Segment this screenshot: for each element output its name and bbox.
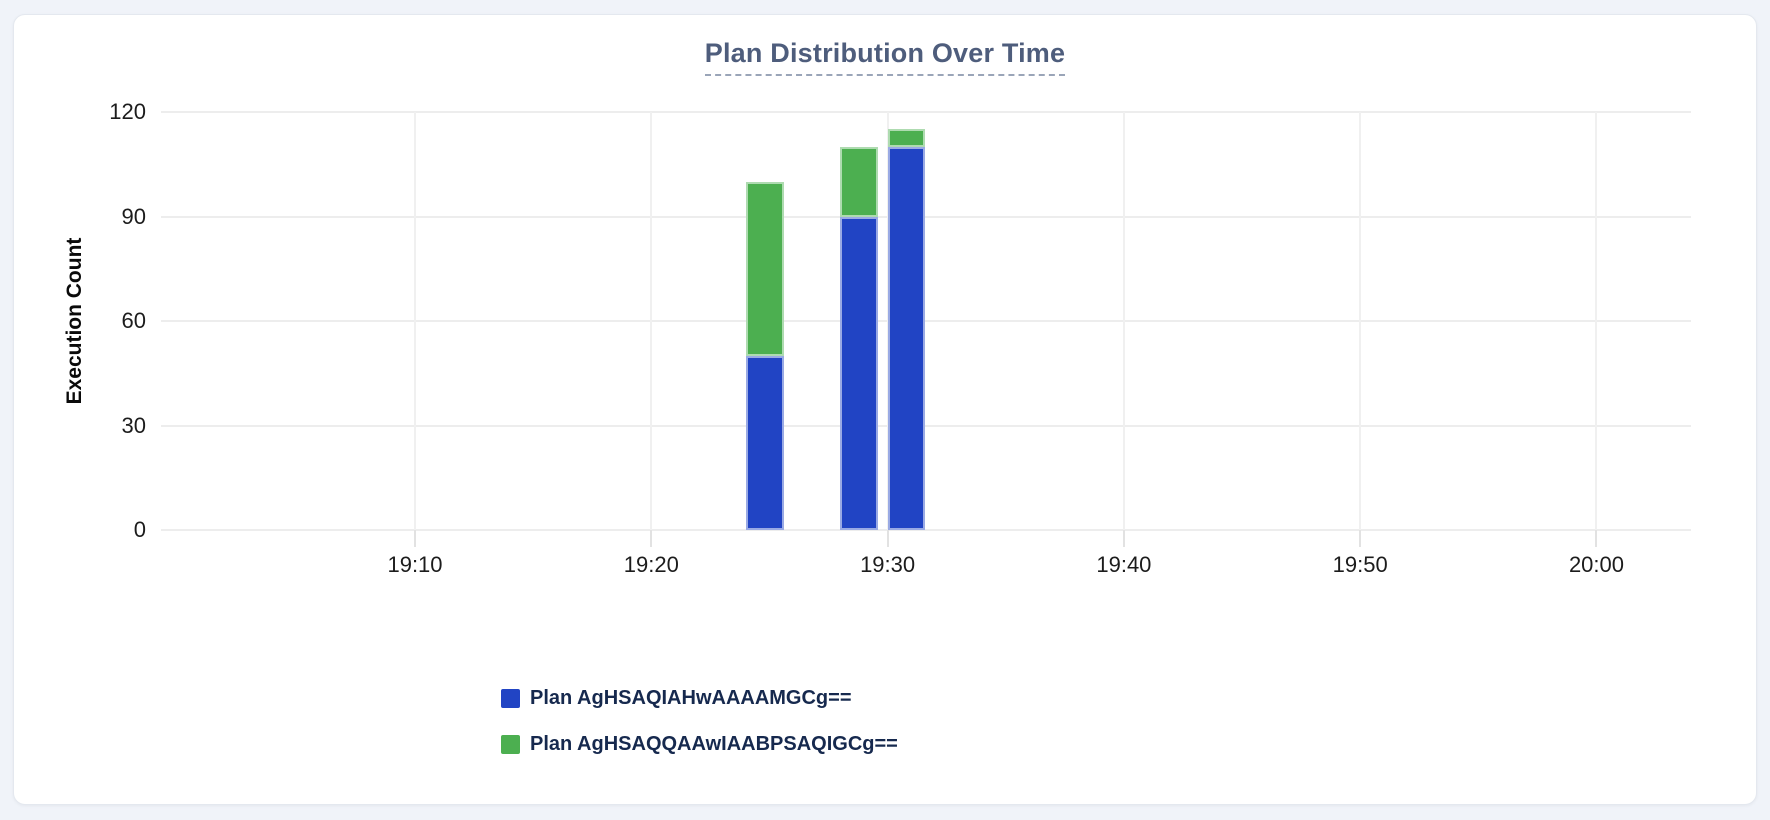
x-tick-label: 19:20: [623, 552, 679, 577]
x-tick-mark: [650, 530, 653, 547]
y-gridline: [161, 529, 1691, 531]
x-tick-label: 19:30: [860, 552, 916, 577]
bar-segment[interactable]: [745, 181, 784, 356]
legend-item[interactable]: Plan AgHSAQIAHwAAAAMGCg==: [501, 685, 898, 711]
legend-label: Plan AgHSAQQAAwIAABPSAQIGCg==: [530, 732, 898, 755]
legend-label: Plan AgHSAQIAHwAAAAMGCg==: [530, 686, 852, 709]
legend-swatch: [501, 688, 520, 708]
x-tick-label: 19:50: [1332, 552, 1388, 577]
x-gridline: [1595, 112, 1598, 530]
x-tick-mark: [414, 530, 416, 547]
bar-segment[interactable]: [840, 146, 879, 217]
y-axis-label: Execution Count: [63, 237, 86, 405]
legend-item[interactable]: Plan AgHSAQQAAwIAABPSAQIGCg==: [501, 731, 898, 757]
x-gridline: [1359, 112, 1362, 530]
bar-segment[interactable]: [887, 129, 926, 147]
x-tick-mark: [886, 530, 889, 547]
y-gridline: [161, 111, 1691, 113]
x-gridline: [650, 112, 653, 530]
bar-segment[interactable]: [887, 146, 926, 530]
y-gridline: [161, 424, 1691, 427]
x-tick-label: 19:40: [1096, 552, 1152, 577]
chart-title[interactable]: Plan Distribution Over Time: [704, 37, 1066, 76]
legend-swatch: [501, 734, 520, 754]
y-tick-label: 30: [121, 412, 146, 438]
y-tick-label: 0: [133, 517, 146, 542]
y-tick-label: 90: [121, 203, 146, 229]
x-tick-label: 19:10: [387, 552, 443, 577]
bar-segment[interactable]: [745, 355, 784, 530]
x-gridline: [414, 112, 416, 530]
x-tick-mark: [1122, 530, 1125, 547]
chart-title-row: Plan Distribution Over Time: [14, 37, 1756, 76]
y-gridline: [161, 215, 1691, 218]
plot-area: 0 30 60 90 120 19:10 19:20 19:30 19:40 19:50 20:00: [109, 99, 1691, 577]
x-tick-mark: [1595, 530, 1598, 547]
y-tick-label: 120: [109, 99, 146, 124]
x-gridline: [1122, 112, 1125, 530]
x-tick-label: 20:00: [1568, 552, 1624, 577]
chart-card: Plan Distribution Over Time Execution Co…: [13, 14, 1757, 805]
x-tick-mark: [1359, 530, 1362, 547]
legend: Plan AgHSAQIAHwAAAAMGCg== Plan AgHSAQQAAw…: [501, 685, 898, 777]
y-tick-label: 60: [121, 308, 146, 333]
bar-segment[interactable]: [840, 216, 879, 530]
y-gridline: [161, 320, 1691, 322]
